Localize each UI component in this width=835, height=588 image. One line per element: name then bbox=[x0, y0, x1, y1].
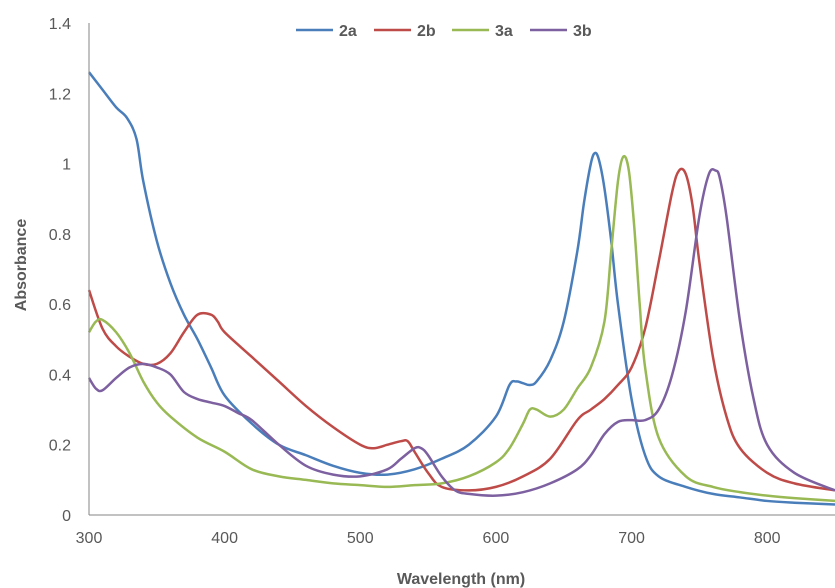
legend-label-2b: 2b bbox=[417, 23, 436, 40]
y-tick-label: 1.4 bbox=[49, 16, 71, 33]
x-tick-label: 800 bbox=[754, 530, 781, 547]
x-tick-label: 500 bbox=[347, 530, 374, 547]
series-line-3a bbox=[87, 154, 835, 503]
series-line-3b bbox=[87, 168, 835, 497]
y-tick-label: 1.2 bbox=[49, 86, 71, 103]
legend-label-3b: 3b bbox=[573, 23, 592, 40]
x-tick-label: 600 bbox=[483, 530, 510, 547]
y-tick-label: 0.4 bbox=[49, 367, 71, 384]
x-tick-labels: 300 400 500 600 700 800 bbox=[76, 530, 781, 547]
x-axis-title: Wavelength (nm) bbox=[397, 571, 525, 588]
series-line-2a bbox=[88, 71, 835, 506]
y-axis-title: Absorbance bbox=[13, 219, 30, 312]
y-tick-label: 0.2 bbox=[49, 438, 71, 455]
y-tick-label: 0 bbox=[62, 508, 71, 525]
legend: 2a 2b 3a 3b bbox=[296, 23, 592, 40]
y-tick-label: 0.8 bbox=[49, 227, 71, 244]
axes bbox=[88, 23, 835, 516]
series-lines bbox=[87, 71, 835, 506]
x-tick-label: 700 bbox=[618, 530, 645, 547]
y-tick-label: 0.6 bbox=[49, 297, 71, 314]
y-tick-label: 1 bbox=[62, 157, 71, 174]
legend-label-3a: 3a bbox=[495, 23, 513, 40]
legend-label-2a: 2a bbox=[339, 23, 357, 40]
x-tick-label: 300 bbox=[76, 530, 103, 547]
series-line-2b bbox=[87, 167, 835, 492]
y-tick-labels: 0 0.2 0.4 0.6 0.8 1 1.2 1.4 bbox=[49, 16, 71, 525]
x-tick-label: 400 bbox=[211, 530, 238, 547]
